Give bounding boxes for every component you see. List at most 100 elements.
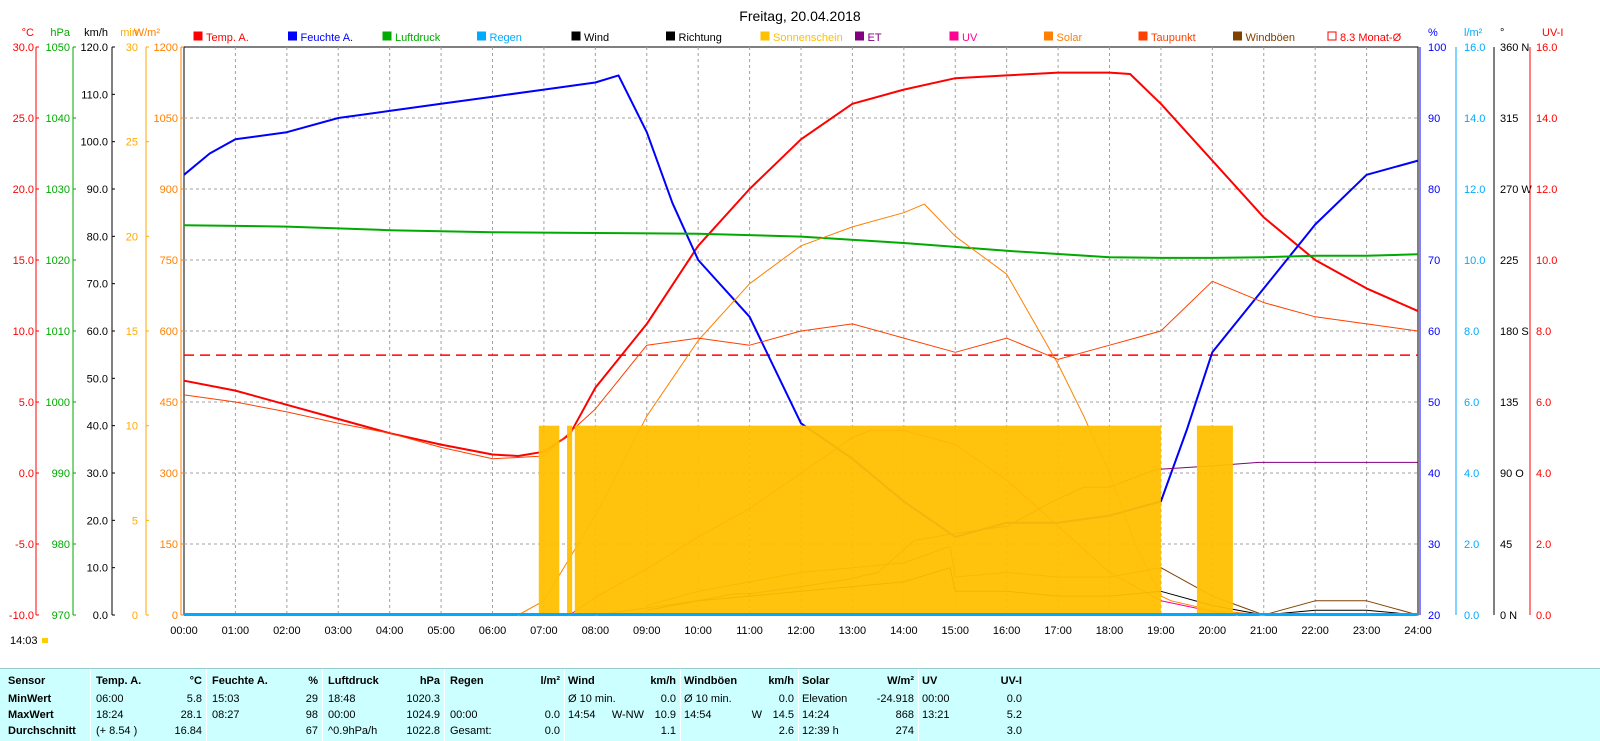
- left-axis-tick: 90.0: [87, 184, 108, 196]
- left-axis-tick: 70.0: [87, 279, 108, 291]
- legend-swatch: [1044, 31, 1053, 41]
- header-rain-unit: l/m²: [540, 675, 560, 687]
- right-axis-tick: 12.0: [1464, 184, 1485, 196]
- stats-cell-gust-dir: W: [751, 709, 762, 721]
- left-axis-tick: 5: [132, 515, 138, 527]
- stats-cell-press-t: 00:00: [328, 709, 356, 721]
- x-axis-tick: 00:00: [170, 625, 198, 637]
- legend-label: Taupunkt: [1151, 32, 1196, 44]
- right-axis-tick: 30: [1428, 539, 1440, 551]
- left-axis-tick: 30.0: [87, 468, 108, 480]
- x-axis-tick: 01:00: [222, 625, 250, 637]
- stats-cell-gust-t: Ø 10 min.: [684, 693, 732, 705]
- left-axis-tick: 15: [126, 326, 138, 338]
- right-axis-tick: 0.0: [1536, 610, 1551, 622]
- right-axis-tick: 2.0: [1464, 539, 1479, 551]
- legend-label: Temp. A.: [206, 32, 249, 44]
- current-time-label: 14:03: [10, 635, 38, 647]
- right-axis-tick: 180 S: [1500, 326, 1529, 338]
- left-axis-tick: 0.0: [93, 610, 108, 622]
- stats-cell-hum-t: 08:27: [212, 709, 240, 721]
- legend-swatch: [1327, 31, 1337, 41]
- legend-swatch: [855, 31, 864, 41]
- stats-cell-press-v: 1020.3: [406, 693, 440, 705]
- x-axis-tick: 20:00: [1199, 625, 1227, 637]
- right-axis-tick: 6.0: [1536, 397, 1551, 409]
- right-axis-tick: 4.0: [1536, 468, 1551, 480]
- sunshine-bar: [1196, 425, 1233, 615]
- left-axis-tick: 1020: [46, 255, 70, 267]
- header-uv-unit: UV-I: [1000, 675, 1022, 687]
- x-axis-tick: 23:00: [1353, 625, 1381, 637]
- left-axis-tick: 980: [52, 539, 70, 551]
- left-axis-tick: 60.0: [87, 326, 108, 338]
- left-axis-tick: 25: [126, 137, 138, 149]
- x-axis-tick: 09:00: [633, 625, 661, 637]
- right-axis-unit: l/m²: [1464, 27, 1483, 39]
- legend-swatch: [193, 31, 203, 41]
- left-axis-tick: 1200: [154, 42, 178, 54]
- stats-row-label: MaxWert: [8, 709, 54, 721]
- legend-swatch: [949, 31, 959, 41]
- left-axis-tick: 50.0: [87, 373, 108, 385]
- header-sensor: Sensor: [8, 675, 46, 687]
- legend-swatch: [477, 31, 486, 41]
- stats-cell-gust-v: 14.5: [772, 709, 794, 721]
- current-time-marker: [42, 638, 48, 643]
- x-axis-tick: 15:00: [941, 625, 969, 637]
- left-axis-tick: 10.0: [87, 563, 108, 575]
- right-axis-unit: °: [1500, 27, 1504, 39]
- left-axis-tick: 10: [126, 421, 138, 433]
- right-axis-tick: 270 W: [1500, 184, 1532, 196]
- stats-cell-rain-t: 00:00: [450, 709, 478, 721]
- stats-cell-press-v: 1022.8: [406, 725, 440, 737]
- left-axis-tick: 20: [126, 231, 138, 243]
- right-axis-tick: 60: [1428, 326, 1440, 338]
- header-solar-unit: W/m²: [887, 675, 914, 687]
- stats-cell-wind-v: 10.9: [654, 709, 676, 721]
- stats-cell-uv-v: 0.0: [1006, 693, 1022, 705]
- header-wind-unit: km/h: [650, 675, 676, 687]
- stats-cell-hum-v: 67: [305, 725, 318, 737]
- right-axis-tick: 80: [1428, 184, 1440, 196]
- left-axis-tick: 1010: [46, 326, 70, 338]
- legend-label: UV: [962, 32, 978, 44]
- right-axis-tick: 50: [1428, 397, 1440, 409]
- right-axis-unit: UV-I: [1542, 27, 1563, 39]
- x-axis-tick: 14:00: [890, 625, 918, 637]
- right-axis-tick: 10.0: [1464, 255, 1485, 267]
- right-axis-unit: %: [1428, 27, 1438, 39]
- sunshine-bar: [538, 425, 560, 615]
- series-line-temp-a-: [183, 71, 1419, 457]
- x-axis-tick: 22:00: [1301, 625, 1329, 637]
- left-axis-tick: 80.0: [87, 231, 108, 243]
- stats-cell-gust-t: 14:54: [684, 709, 712, 721]
- legend-swatch: [382, 31, 392, 41]
- right-axis-tick: 10.0: [1536, 255, 1557, 267]
- x-axis-tick: 18:00: [1096, 625, 1124, 637]
- left-axis-tick: 25.0: [13, 113, 34, 125]
- left-axis-tick: 900: [160, 184, 178, 196]
- series-line-feuchte-a-: [183, 74, 1419, 538]
- stats-cell-temp-t: (+ 8.54 ): [96, 725, 138, 737]
- left-axis-unit: hPa: [50, 27, 70, 39]
- left-axis-tick: 0: [172, 610, 178, 622]
- stats-cell-press-v: 1024.9: [406, 709, 440, 721]
- right-axis-tick: 100: [1428, 42, 1446, 54]
- stats-cell-temp-t: 06:00: [96, 693, 124, 705]
- stats-cell-wind-t: Ø 10 min.: [568, 693, 616, 705]
- legend-label: Regen: [490, 32, 522, 44]
- legend-label: Sonnenschein: [773, 32, 843, 44]
- weather-chart: Freitag, 20.04.2018 Temp. A. Feuchte A. Luf…: [9, 8, 1563, 647]
- right-axis-tick: 40: [1428, 468, 1440, 480]
- stats-cell-hum-v: 98: [305, 709, 318, 721]
- left-axis-tick: 970: [52, 610, 70, 622]
- right-axis-tick: 20: [1428, 610, 1440, 622]
- stats-cell-uv-v: 5.2: [1006, 709, 1022, 721]
- chart-title: Freitag, 20.04.2018: [739, 8, 861, 24]
- right-axis-tick: 0.0: [1464, 610, 1479, 622]
- header-humidity: Feuchte A.: [212, 675, 268, 687]
- x-axis-tick: 19:00: [1147, 625, 1175, 637]
- x-axis-tick: 13:00: [839, 625, 867, 637]
- right-axis-tick: 8.0: [1536, 326, 1551, 338]
